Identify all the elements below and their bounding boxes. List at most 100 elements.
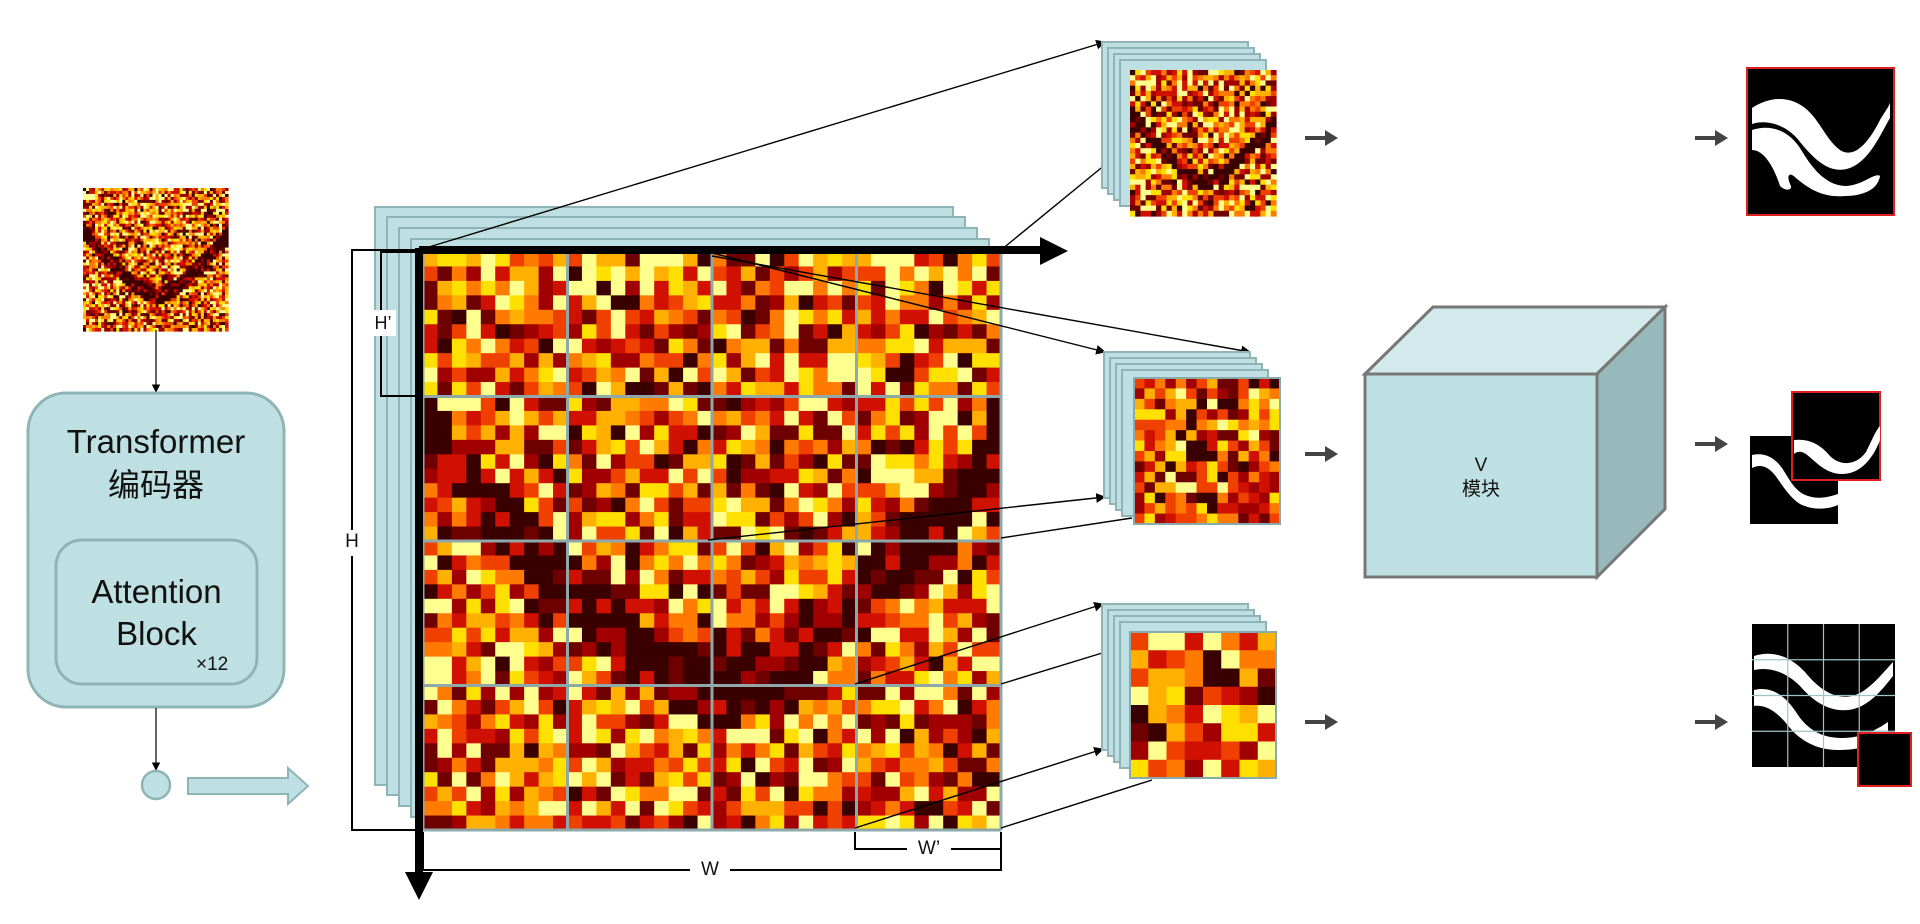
heatmap-cell — [567, 757, 583, 773]
heatmap-cell — [1176, 106, 1183, 113]
heatmap-cell — [185, 235, 190, 240]
heatmap-cell — [185, 214, 190, 219]
heatmap-cell — [683, 367, 699, 383]
heatmap-cell — [212, 295, 217, 299]
heatmap-cell — [423, 439, 439, 455]
heatmap-cell — [113, 259, 117, 264]
heatmap-cell — [209, 229, 214, 234]
heatmap-cell — [1176, 96, 1183, 102]
heatmap-cell — [161, 301, 166, 305]
heatmap-cell — [134, 259, 138, 264]
heatmap-cell — [98, 289, 102, 293]
heatmap-cell — [740, 410, 756, 426]
heatmap-cell — [1229, 116, 1235, 123]
heatmap-cell — [200, 247, 205, 252]
heatmap-cell — [113, 199, 117, 204]
heatmap-cell — [119, 226, 123, 231]
heatmap-cell — [155, 188, 160, 192]
heatmap-cell — [131, 235, 135, 240]
heatmap-cell — [697, 512, 713, 528]
heatmap-cell — [509, 266, 525, 282]
heatmap-cell — [899, 410, 915, 426]
heatmap-cell — [1221, 668, 1241, 688]
heatmap-cell — [1134, 513, 1146, 525]
heatmap-cell — [92, 205, 96, 210]
heatmap-cell — [423, 642, 439, 658]
heatmap-cell — [173, 283, 178, 287]
heatmap-cell — [480, 280, 496, 296]
heatmap-cell — [158, 286, 163, 290]
heatmap-cell — [1208, 122, 1215, 128]
heatmap-cell — [1187, 200, 1194, 207]
heatmap-cell — [784, 772, 800, 788]
heatmap-cell — [203, 268, 208, 273]
heatmap-cell — [107, 244, 111, 249]
heatmap-cell — [206, 241, 211, 246]
heatmap-cell — [625, 526, 641, 542]
heatmap-cell — [798, 541, 814, 557]
heatmap-cell — [538, 786, 554, 802]
heatmap-cell — [596, 526, 612, 542]
heatmap-cell — [152, 235, 157, 240]
heatmap-cell — [110, 283, 114, 287]
heatmap-cell — [125, 322, 129, 326]
heatmap-cell — [170, 247, 175, 252]
heatmap-cell — [1223, 116, 1230, 123]
heatmap-cell — [1248, 440, 1260, 452]
heatmap-cell — [140, 223, 145, 228]
heatmap-cell — [104, 283, 108, 287]
heatmap-cell — [986, 280, 1002, 296]
heatmap-cell — [451, 598, 467, 614]
heatmap-cell — [209, 196, 214, 201]
heatmap-cell — [1166, 163, 1173, 170]
heatmap-cell — [1239, 70, 1246, 76]
heatmap-cell — [827, 396, 843, 412]
heatmap-cell — [101, 301, 105, 305]
heatmap-cell — [1229, 148, 1235, 155]
heatmap-cell — [1239, 148, 1246, 155]
heatmap-cell — [437, 815, 453, 831]
heatmap-cell — [158, 247, 163, 252]
heatmap-cell — [1144, 513, 1156, 525]
heatmap-cell — [176, 289, 181, 293]
heatmap-cell — [200, 244, 205, 249]
heatmap-cell — [1175, 388, 1187, 400]
heatmap-cell — [113, 223, 117, 228]
heatmap-cell — [610, 280, 626, 296]
heatmap-cell — [113, 295, 117, 299]
heatmap-cell — [1184, 741, 1204, 761]
heatmap-cell — [1270, 132, 1277, 139]
heatmap-cell — [423, 786, 439, 802]
heatmap-cell — [1176, 132, 1183, 139]
heatmap-cell — [639, 309, 655, 325]
heatmap-cell — [668, 353, 684, 369]
heatmap-cell — [1186, 398, 1198, 410]
heatmap-cell — [221, 265, 226, 270]
heatmap-cell — [110, 208, 114, 213]
heatmap-cell — [524, 382, 540, 398]
heatmap-cell — [1196, 482, 1208, 494]
heatmap-cell — [101, 235, 105, 240]
heatmap-cell — [1259, 461, 1271, 473]
heatmap-cell — [101, 247, 105, 252]
heatmap-cell — [986, 483, 1002, 499]
heatmap-cell — [1238, 451, 1250, 463]
heatmap-cell — [1171, 189, 1178, 196]
heatmap-cell — [943, 656, 959, 672]
heatmap-cell — [209, 313, 214, 317]
heatmap-cell — [567, 252, 583, 268]
heatmap-cell — [1161, 101, 1168, 108]
heatmap-cell — [1203, 686, 1222, 706]
heatmap-cell — [509, 280, 525, 296]
heatmap-cell — [1203, 85, 1209, 92]
heatmap-cell — [113, 247, 117, 252]
heatmap-cell — [1197, 210, 1204, 217]
heatmap-cell — [1134, 471, 1146, 483]
heatmap-cell — [173, 214, 178, 219]
heatmap-cell — [98, 280, 102, 284]
heatmap-cell — [179, 313, 184, 317]
heatmap-cell — [928, 382, 944, 398]
heatmap-cell — [553, 382, 569, 398]
heatmap-cell — [107, 289, 111, 293]
heatmap-cell — [152, 292, 157, 296]
